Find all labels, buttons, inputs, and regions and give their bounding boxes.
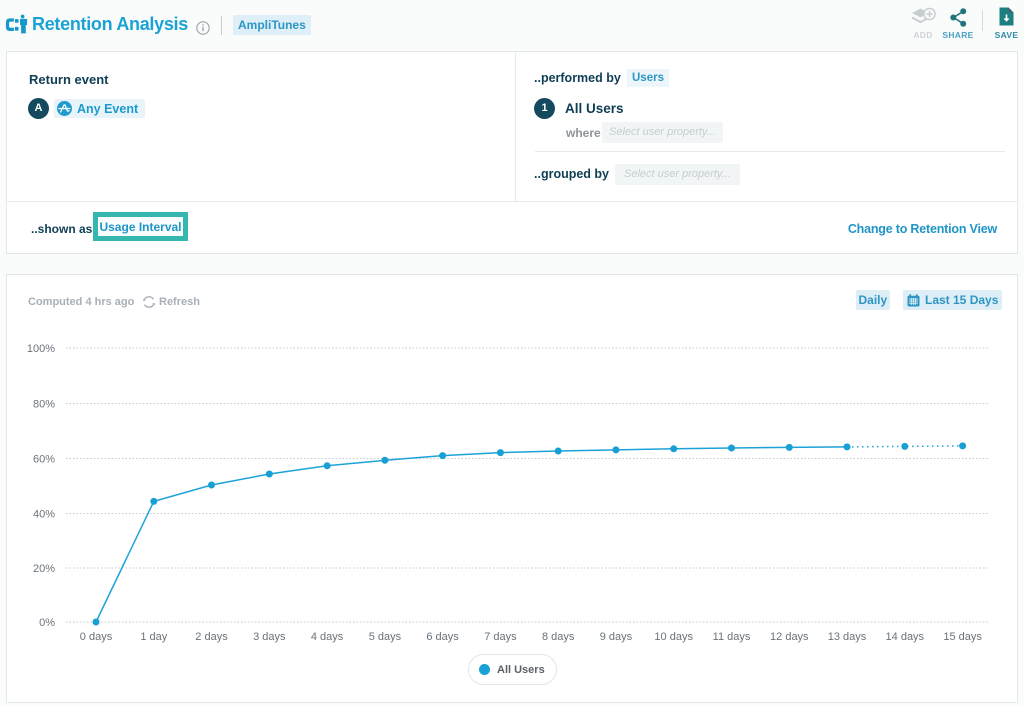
svg-text:7 days: 7 days — [484, 631, 517, 643]
svg-text:4 days: 4 days — [311, 631, 344, 643]
svg-text:13 days: 13 days — [828, 631, 867, 643]
svg-text:0 days: 0 days — [80, 631, 113, 643]
svg-text:14 days: 14 days — [886, 631, 925, 643]
svg-text:9 days: 9 days — [600, 631, 633, 643]
svg-text:40%: 40% — [33, 509, 55, 521]
svg-text:8 days: 8 days — [542, 631, 575, 643]
svg-text:6 days: 6 days — [426, 631, 459, 643]
svg-text:60%: 60% — [33, 454, 55, 466]
svg-text:2 days: 2 days — [195, 631, 228, 643]
svg-text:0%: 0% — [39, 617, 55, 629]
svg-text:10 days: 10 days — [654, 631, 693, 643]
svg-text:15 days: 15 days — [943, 631, 982, 643]
svg-text:80%: 80% — [33, 399, 55, 411]
svg-text:1 day: 1 day — [140, 631, 167, 643]
svg-text:11 days: 11 days — [713, 631, 751, 643]
svg-text:5 days: 5 days — [369, 631, 402, 643]
svg-text:3 days: 3 days — [253, 631, 286, 643]
svg-text:12 days: 12 days — [770, 631, 809, 643]
svg-text:20%: 20% — [33, 563, 55, 575]
svg-text:100%: 100% — [27, 343, 55, 355]
